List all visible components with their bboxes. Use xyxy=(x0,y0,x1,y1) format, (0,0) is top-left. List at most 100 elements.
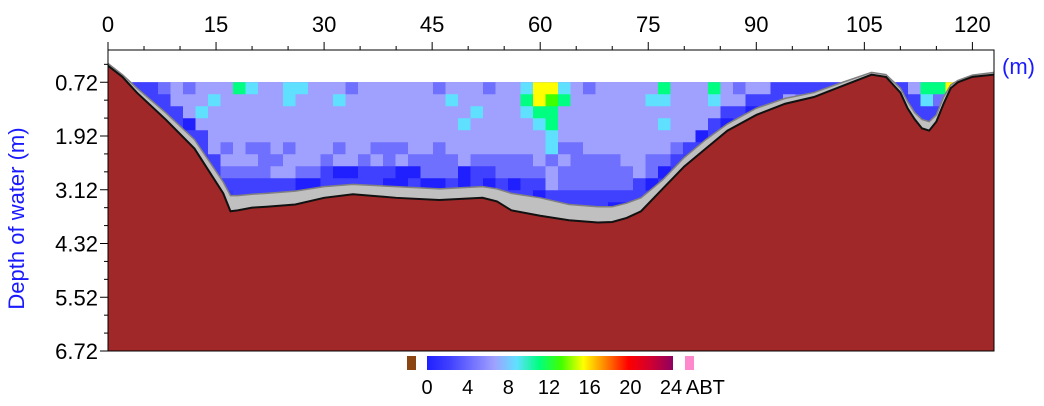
backscatter-cell xyxy=(458,94,471,107)
backscatter-cell xyxy=(558,82,571,95)
backscatter-cell xyxy=(258,178,271,191)
backscatter-cell xyxy=(370,82,384,95)
backscatter-cell xyxy=(920,106,934,119)
backscatter-cell xyxy=(258,94,271,107)
backscatter-cell xyxy=(208,118,221,131)
y-tick-label: 5.52 xyxy=(55,285,98,310)
colorbar-tick-label: 4 xyxy=(462,377,473,399)
backscatter-cell xyxy=(420,106,434,119)
backscatter-cell xyxy=(283,154,296,167)
backscatter-cell xyxy=(533,142,546,155)
backscatter-cell xyxy=(495,178,509,191)
backscatter-cell xyxy=(558,130,571,143)
backscatter-cell xyxy=(470,106,484,119)
x-tick-label: 60 xyxy=(528,12,552,37)
backscatter-cell xyxy=(170,94,184,107)
axes: 0 15 30 45 60 75 90 105 120 (m) 0.72 1.92 3.12 4.32 5.… xyxy=(4,12,1035,364)
backscatter-cell xyxy=(520,94,534,107)
backscatter-cell xyxy=(358,94,371,107)
backscatter-cell xyxy=(695,82,709,95)
backscatter-cell xyxy=(495,106,509,119)
colorbar-below-swatch xyxy=(407,356,416,370)
backscatter-cell xyxy=(708,106,721,119)
backscatter-cell xyxy=(608,106,621,119)
backscatter-cell xyxy=(670,94,684,107)
backscatter-cell xyxy=(520,118,534,131)
backscatter-cell xyxy=(570,82,584,95)
x-axis-unit-label: (m) xyxy=(1002,54,1035,79)
backscatter-cell xyxy=(558,106,571,119)
backscatter-cell xyxy=(295,94,309,107)
backscatter-cell xyxy=(320,166,334,179)
backscatter-cell xyxy=(258,82,271,95)
plot-clip-group xyxy=(108,62,994,351)
backscatter-cell xyxy=(345,82,359,95)
backscatter-cell xyxy=(183,82,196,95)
backscatter-cell xyxy=(708,94,721,107)
backscatter-cell xyxy=(595,94,609,107)
backscatter-cell xyxy=(383,106,396,119)
backscatter-cell xyxy=(645,82,659,95)
backscatter-cell xyxy=(758,94,771,107)
backscatter-cell xyxy=(308,166,321,179)
backscatter-cell xyxy=(283,94,296,107)
backscatter-cell xyxy=(483,82,496,95)
backscatter-cell xyxy=(495,142,509,155)
backscatter-cell xyxy=(458,106,471,119)
backscatter-cell xyxy=(483,166,496,179)
backscatter-cell xyxy=(745,94,759,107)
backscatter-cell xyxy=(608,166,621,179)
backscatter-cell xyxy=(258,166,271,179)
backscatter-cell xyxy=(333,154,346,167)
backscatter-cell xyxy=(445,154,459,167)
backscatter-cell xyxy=(583,166,596,179)
backscatter-cell xyxy=(308,106,321,119)
backscatter-cell xyxy=(208,106,221,119)
backscatter-cell xyxy=(608,142,621,155)
backscatter-cell xyxy=(408,82,421,95)
backscatter-cell xyxy=(545,82,559,95)
backscatter-cell xyxy=(270,166,284,179)
x-tick-label: 90 xyxy=(744,12,768,37)
backscatter-cell xyxy=(570,178,584,191)
backscatter-cell xyxy=(145,82,159,95)
backscatter-cell xyxy=(383,82,396,95)
backscatter-cell xyxy=(620,154,634,167)
backscatter-cell xyxy=(633,106,646,119)
backscatter-cell xyxy=(383,118,396,131)
backscatter-cell xyxy=(345,106,359,119)
backscatter-cell xyxy=(608,82,621,95)
backscatter-cell xyxy=(533,178,546,191)
backscatter-cell xyxy=(683,106,696,119)
backscatter-cell xyxy=(233,178,246,191)
backscatter-cell xyxy=(720,94,734,107)
backscatter-cell xyxy=(183,118,196,131)
backscatter-cell xyxy=(233,166,246,179)
backscatter-cell xyxy=(220,94,234,107)
x-tick-label: 30 xyxy=(312,12,336,37)
backscatter-cell xyxy=(370,142,384,155)
backscatter-cell xyxy=(208,142,221,155)
backscatter-cell xyxy=(458,118,471,131)
backscatter-cell xyxy=(408,154,421,167)
backscatter-cell xyxy=(470,142,484,155)
backscatter-cell xyxy=(645,166,659,179)
backscatter-cell xyxy=(545,94,559,107)
backscatter-cell xyxy=(270,178,284,191)
riverbed-fill xyxy=(108,65,994,351)
backscatter-cell xyxy=(358,142,371,155)
backscatter-cell xyxy=(195,82,209,95)
plot-frame xyxy=(107,49,995,352)
backscatter-cell xyxy=(345,166,359,179)
y-tick-label: 0.72 xyxy=(55,70,98,95)
riverbed-line xyxy=(108,64,994,224)
backscatter-cell xyxy=(570,190,584,203)
backscatter-cell xyxy=(270,142,284,155)
backscatter-cell xyxy=(570,118,584,131)
backscatter-cell xyxy=(558,178,571,191)
backscatter-cell xyxy=(383,130,396,143)
backscatter-cell xyxy=(433,178,446,191)
backscatter-cell xyxy=(495,82,509,95)
backscatter-cell xyxy=(295,106,309,119)
backscatter-cell xyxy=(283,82,296,95)
